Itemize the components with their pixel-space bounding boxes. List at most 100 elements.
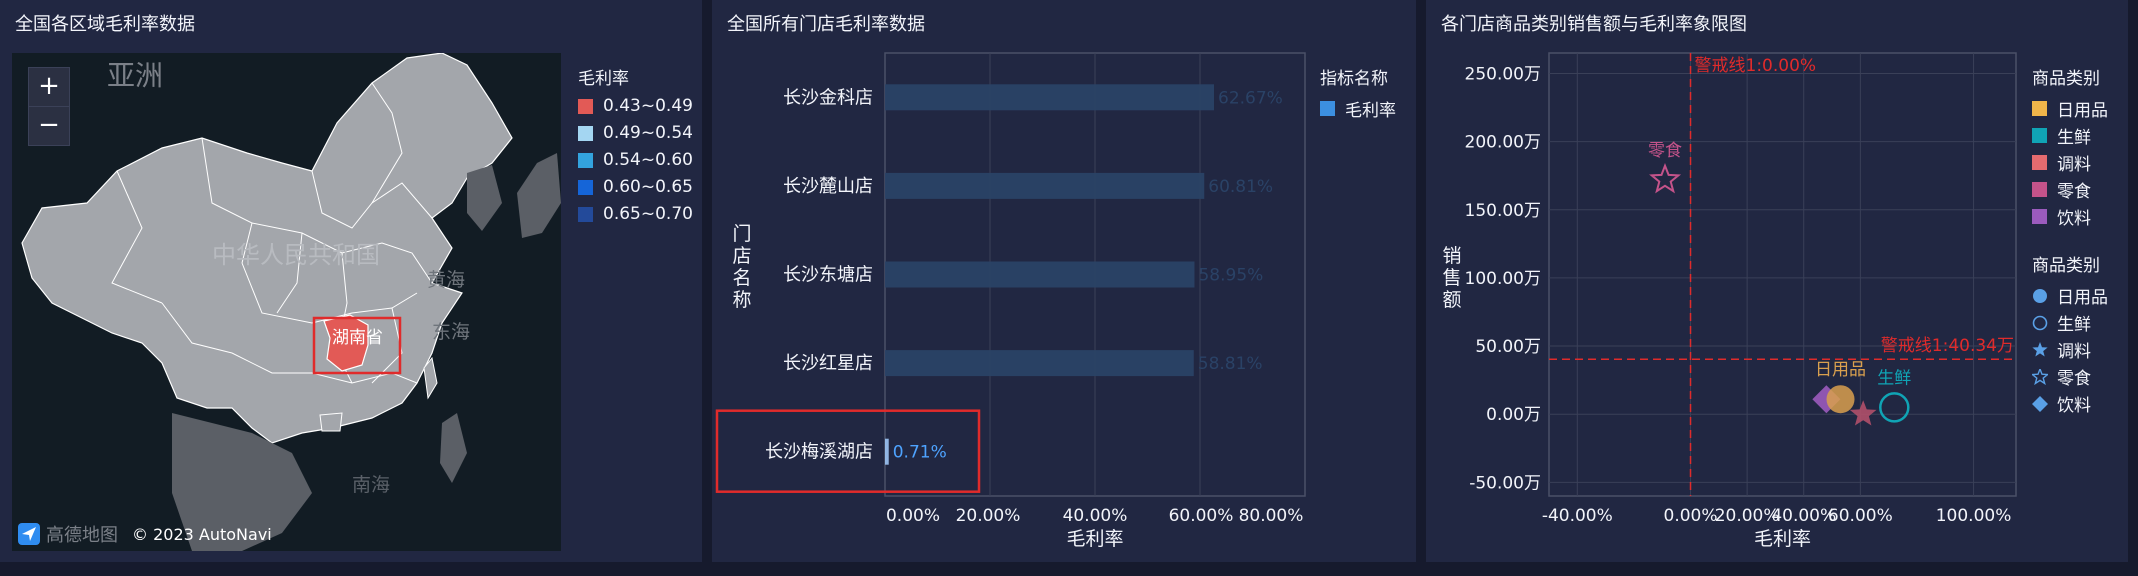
bar[interactable]: [885, 350, 1194, 377]
scatter-point[interactable]: [1849, 400, 1877, 426]
amap-logo-text: 高德地图: [46, 525, 118, 546]
map-legend-item[interactable]: 0.54~0.60: [578, 150, 693, 170]
scatter-y-tick-label: -50.00万: [1469, 473, 1541, 493]
map-panel: 全国各区域毛利率数据 湖南省: [0, 0, 702, 562]
map-legend-swatch: [578, 98, 593, 114]
scatter-x-axis-title: 毛利率: [1754, 528, 1811, 550]
scatter-color-legend-item[interactable]: 饮料: [2032, 204, 2091, 229]
scatter-point[interactable]: [1649, 163, 1682, 194]
bar-x-tick-label: 40.00%: [1063, 506, 1128, 526]
zoom-in-button[interactable]: +: [28, 67, 70, 107]
star-outline-icon: [2030, 366, 2050, 385]
scatter-shape-legend-item[interactable]: 日用品: [2032, 283, 2108, 308]
scatter-y-tick-label: 50.00万: [1475, 337, 1541, 357]
scatter-panel: 各门店商品类别销售额与毛利率象限图 -40.00% 0.00% 20.00% 40.0…: [1426, 0, 2128, 562]
scatter-point-label: 日用品: [1815, 360, 1866, 380]
scatter-y-tick-label: 250.00万: [1465, 64, 1541, 84]
scatter-point[interactable]: [1879, 392, 1910, 423]
bar-value-label: 58.81%: [1198, 354, 1263, 374]
bar-category-label: 长沙红星店: [783, 353, 873, 374]
scatter-point-label: 生鲜: [1877, 368, 1911, 388]
scatter-shape-legend-label: 生鲜: [2057, 315, 2091, 335]
scatter-x-tick-label: 40.00%: [1771, 506, 1836, 526]
bar-legend-item[interactable]: 毛利率: [1320, 96, 1396, 121]
scatter-shape-legend-item[interactable]: 饮料: [2032, 391, 2091, 416]
warning-line-vertical-label: 警戒线1:0.00%: [1695, 56, 1817, 76]
scatter-chart: -40.00% 0.00%20.00%40.00%60.00% 100.00% 250…: [1442, 52, 2017, 550]
yellow-sea-label: 黄海: [427, 269, 465, 291]
bar-value-label: 0.71%: [893, 443, 947, 463]
scatter-color-legend-item[interactable]: 调料: [2032, 150, 2091, 175]
scatter-color-legend-label: 饮料: [2057, 209, 2091, 229]
circle-icon: [2032, 288, 2048, 304]
scatter-x-tick-label: -40.00%: [1542, 506, 1613, 526]
bar-category-label: 长沙金科店: [783, 87, 873, 108]
bar-category-label: 长沙麓山店: [783, 176, 873, 197]
scatter-x-tick-label: 100.00%: [1936, 506, 2012, 526]
bar-legend-swatch: [1320, 101, 1335, 116]
map-legend-item[interactable]: 0.43~0.49: [578, 96, 693, 116]
scatter-shape-legend-item[interactable]: 调料: [2032, 337, 2091, 362]
bar-x-tick-label: 80.00%: [1239, 506, 1304, 526]
south-sea-label: 南海: [352, 474, 390, 496]
map-legend-label: 0.60~0.65: [603, 177, 693, 197]
bar-x-tick-label: 20.00%: [956, 506, 1021, 526]
diamond-icon: [2032, 395, 2048, 412]
scatter-y-tick-label: 100.00万: [1465, 269, 1541, 289]
bar-category-label: 长沙梅溪湖店: [765, 442, 873, 463]
bar-value-label: 58.95%: [1198, 266, 1263, 286]
bar-x-tick-label: 0.00%: [886, 506, 940, 526]
bar-panel: 全国所有门店毛利率数据 0.00% 20.00% 40.00% 60.00% 80.00…: [712, 0, 1416, 562]
zoom-out-button[interactable]: −: [28, 106, 70, 146]
scatter-shape-legend-item[interactable]: 生鲜: [2032, 310, 2091, 335]
scatter-color-legend-swatch: [2032, 182, 2047, 197]
philippines: [440, 413, 467, 483]
china-label: 中华人民共和国: [212, 241, 380, 269]
taiwan: [423, 356, 438, 400]
bar-legend-label: 毛利率: [1345, 101, 1396, 121]
bar[interactable]: [885, 261, 1195, 288]
scatter-y-tick-label: 150.00万: [1465, 201, 1541, 221]
map-legend-label: 0.43~0.49: [603, 96, 693, 116]
scatter-color-legend-swatch: [2032, 155, 2047, 170]
scatter-color-legend-item[interactable]: 日用品: [2032, 96, 2108, 121]
scatter-shape-legend-title: 商品类别: [2032, 256, 2100, 276]
scatter-point[interactable]: [1826, 385, 1855, 414]
scatter-color-legend-swatch: [2032, 209, 2047, 224]
scatter-color-legend-item[interactable]: 零食: [2032, 177, 2091, 202]
scatter-panel-title: 各门店商品类别销售额与毛利率象限图: [1441, 14, 1747, 35]
scatter-shape-legend-label: 饮料: [2057, 396, 2091, 416]
scatter-color-legend-label: 调料: [2057, 155, 2091, 175]
scatter-x-tick-label: 0.00%: [1664, 506, 1718, 526]
bar-x-tick-label: 60.00%: [1169, 506, 1234, 526]
bar-x-axis-title: 毛利率: [1066, 528, 1123, 550]
scatter-color-legend-item[interactable]: 生鲜: [2032, 123, 2091, 148]
scatter-color-legend-label: 零食: [2057, 182, 2091, 202]
bar[interactable]: [885, 84, 1215, 111]
bar[interactable]: [885, 172, 1205, 199]
southeast-asia: [172, 413, 312, 551]
scatter-shape-legend-item[interactable]: 零食: [2030, 364, 2091, 389]
map-legend-item[interactable]: 0.49~0.54: [578, 123, 693, 143]
ring-icon: [2032, 315, 2048, 331]
japan-shape: [517, 153, 561, 238]
scatter-shape-legend-label: 零食: [2057, 369, 2091, 389]
bar[interactable]: [885, 438, 889, 465]
scatter-point-label: 零食: [1648, 141, 1682, 161]
map-legend-label: 0.65~0.70: [603, 204, 693, 224]
map-attribution: 高德地图 © 2023 AutoNavi: [18, 521, 272, 547]
map-legend-label: 0.49~0.54: [603, 123, 693, 143]
map-legend-item[interactable]: 0.65~0.70: [578, 204, 693, 224]
copyright-text: © 2023 AutoNavi: [132, 524, 272, 544]
east-sea-label: 东海: [432, 321, 470, 343]
map-legend-item[interactable]: 0.60~0.65: [578, 177, 693, 197]
bar-highlight-box: [715, 409, 981, 493]
scatter-color-legend-swatch: [2032, 101, 2047, 116]
scatter-y-tick-label: 200.00万: [1465, 133, 1541, 153]
map-view[interactable]: 湖南省 亚洲 中华人民共和国 黄海 东海 南海 + − 高德地图 © 2023 …: [12, 53, 561, 551]
hunan-highlight-box: [312, 316, 402, 375]
map-legend-swatch: [578, 125, 593, 141]
bar-value-label: 60.81%: [1208, 177, 1273, 197]
scatter-y-tick-label: 0.00万: [1486, 405, 1541, 425]
map-legend-swatch: [578, 152, 593, 168]
